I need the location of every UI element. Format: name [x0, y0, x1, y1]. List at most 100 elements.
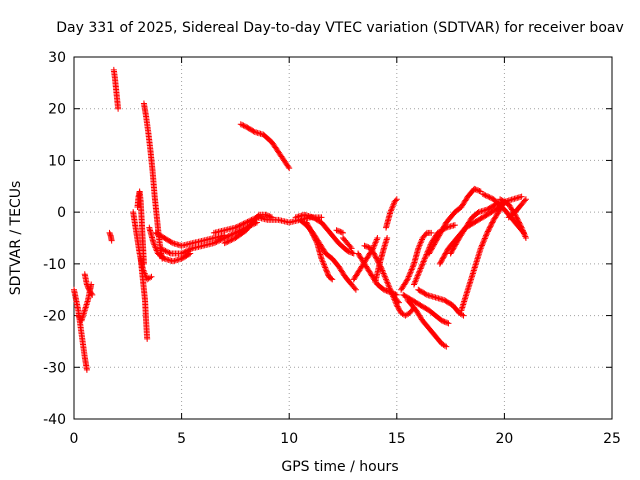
plus-marker: [320, 261, 327, 268]
plus-marker: [240, 220, 247, 227]
plus-marker: [431, 241, 438, 248]
plus-marker: [214, 238, 221, 245]
plus-marker: [489, 218, 496, 225]
y-tick-label: 0: [57, 205, 66, 221]
plus-marker: [163, 248, 170, 255]
plus-marker: [482, 192, 489, 199]
plus-marker: [441, 223, 448, 230]
plus-marker: [370, 243, 377, 250]
plus-marker: [381, 273, 388, 280]
plus-marker: [481, 236, 488, 243]
plus-marker: [320, 260, 327, 267]
plus-marker: [182, 248, 189, 255]
plus-marker: [140, 267, 147, 274]
plus-marker: [237, 222, 244, 229]
plus-marker: [159, 246, 166, 253]
plus-marker: [323, 267, 330, 274]
plus-marker: [453, 240, 460, 247]
y-tick-label: -20: [43, 309, 66, 325]
plus-marker: [380, 270, 387, 277]
plus-marker: [231, 230, 238, 237]
plus-marker: [431, 240, 438, 247]
plus-marker: [185, 251, 192, 258]
plus-marker: [222, 234, 229, 241]
plus-marker: [313, 238, 320, 245]
plus-marker: [346, 248, 353, 255]
plus-marker: [255, 212, 262, 219]
plus-marker: [521, 230, 528, 237]
plus-marker: [286, 165, 293, 172]
plus-marker: [351, 285, 358, 292]
plus-marker: [311, 235, 318, 241]
plus-marker: [408, 267, 415, 274]
plus-marker: [144, 335, 151, 342]
plus-marker: [371, 242, 378, 249]
plus-marker: [436, 260, 443, 267]
plus-marker: [181, 249, 188, 256]
plot-frame: [73, 56, 613, 420]
plus-marker: [437, 229, 444, 236]
plus-marker: [237, 121, 244, 128]
plus-marker: [478, 242, 485, 249]
plus-marker: [381, 271, 388, 278]
plus-marker: [451, 242, 458, 249]
plus-marker: [322, 264, 329, 271]
series-sat-ae: [415, 286, 467, 319]
plus-marker: [183, 247, 190, 254]
plus-marker: [416, 268, 423, 275]
series-sat-ah: [447, 193, 525, 257]
plus-marker: [236, 222, 243, 229]
plus-marker: [522, 235, 529, 241]
plus-marker: [444, 247, 451, 254]
plus-marker: [432, 238, 439, 245]
plus-marker: [440, 318, 447, 325]
plus-marker: [387, 286, 394, 293]
plus-marker: [489, 219, 496, 226]
plus-marker: [309, 231, 316, 238]
plus-marker: [310, 232, 317, 239]
plus-marker: [483, 231, 490, 238]
plus-marker: [415, 243, 422, 250]
plus-marker: [440, 254, 447, 261]
grid: [74, 57, 612, 419]
plus-marker: [384, 280, 391, 287]
plus-marker: [450, 245, 457, 252]
plus-marker: [225, 233, 232, 240]
plus-marker: [387, 209, 394, 216]
plus-marker: [441, 342, 448, 349]
plus-marker: [391, 297, 398, 304]
plus-marker: [422, 252, 429, 259]
plus-marker: [306, 224, 313, 231]
plus-marker: [459, 311, 466, 318]
plus-marker: [89, 291, 96, 298]
plus-marker: [517, 223, 524, 230]
plus-marker: [152, 244, 159, 251]
plus-marker: [162, 247, 169, 254]
plus-marker: [224, 238, 231, 245]
plus-marker: [373, 236, 380, 243]
plus-marker: [333, 227, 340, 234]
plus-marker: [393, 300, 400, 307]
plus-marker: [235, 223, 242, 230]
plus-marker: [233, 224, 240, 231]
y-tick-label: -40: [43, 412, 66, 428]
plus-marker: [483, 232, 490, 239]
plus-marker: [262, 211, 269, 218]
plus-marker: [449, 247, 456, 254]
plus-marker: [428, 245, 435, 252]
series-sat-aj: [479, 191, 527, 236]
plus-marker: [439, 255, 446, 262]
plus-marker: [188, 245, 195, 252]
plus-marker: [410, 262, 417, 269]
plus-marker: [448, 249, 455, 256]
plus-marker: [518, 193, 525, 200]
plus-marker: [476, 187, 483, 194]
plus-marker: [441, 222, 448, 229]
plus-marker: [444, 319, 451, 326]
plus-marker: [239, 221, 246, 228]
plus-marker: [84, 284, 91, 291]
plus-marker: [417, 239, 424, 246]
plus-marker: [266, 213, 273, 220]
plus-marker: [435, 233, 442, 240]
